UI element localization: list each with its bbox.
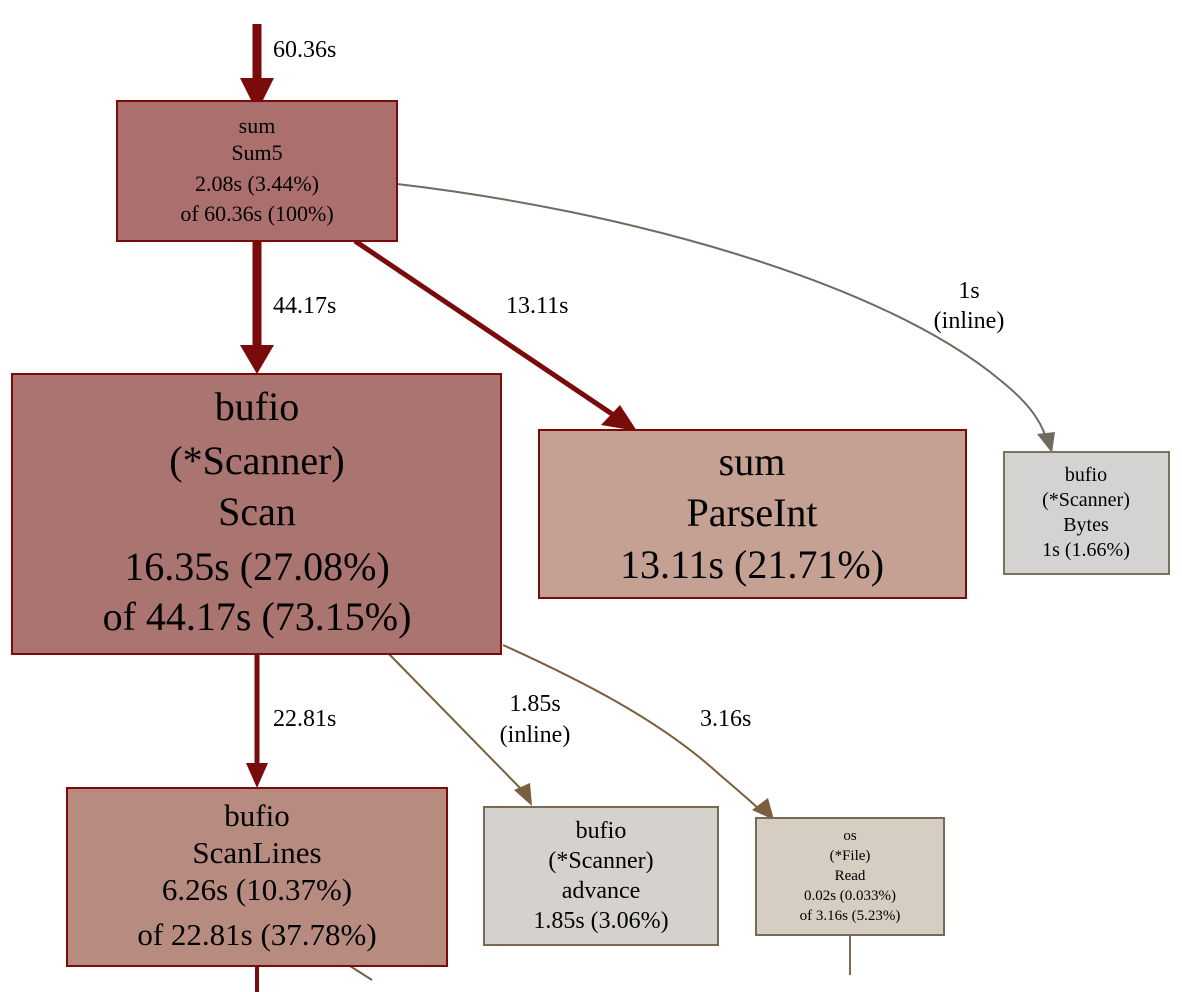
node-bufio-scanner-bytes[interactable]: bufio (*Scanner) Bytes 1s (1.66%) bbox=[1003, 451, 1170, 575]
node-line: Bytes bbox=[1063, 514, 1109, 536]
node-line: 1s (1.66%) bbox=[1042, 539, 1130, 561]
node-line: bufio bbox=[224, 798, 289, 833]
node-bufio-scanlines[interactable]: bufio ScanLines 6.26s (10.37%) of 22.81s… bbox=[66, 787, 448, 967]
node-line: bufio bbox=[215, 384, 299, 429]
node-bufio-scanner-advance[interactable]: bufio (*Scanner) advance 1.85s (3.06%) bbox=[483, 806, 719, 946]
node-line: Scan bbox=[218, 489, 296, 534]
node-line: ScanLines bbox=[192, 835, 321, 870]
node-sum-sum5[interactable]: sum Sum5 2.08s (3.44%) of 60.36s (100%) bbox=[116, 100, 398, 242]
node-line: Read bbox=[835, 868, 866, 884]
node-line: os bbox=[843, 828, 857, 844]
node-sum-parseint[interactable]: sum ParseInt 13.11s (21.71%) bbox=[538, 429, 967, 599]
node-line: of 44.17s (73.15%) bbox=[103, 594, 412, 639]
node-line: of 22.81s (37.78%) bbox=[137, 917, 376, 952]
node-line: of 60.36s (100%) bbox=[180, 201, 333, 226]
edge-label: (inline) bbox=[934, 308, 1005, 334]
edge-scanlines-out[interactable] bbox=[255, 965, 373, 992]
edge-label: 1.85s bbox=[509, 691, 560, 717]
node-line: sum bbox=[719, 439, 786, 484]
edge-sum5-scan[interactable]: 44.17s bbox=[240, 241, 336, 374]
node-line: 16.35s (27.08%) bbox=[124, 544, 390, 589]
node-line: Sum5 bbox=[231, 140, 282, 165]
node-line: (*File) bbox=[830, 848, 871, 864]
node-line: 2.08s (3.44%) bbox=[195, 171, 319, 196]
node-line: 0.02s (0.033%) bbox=[804, 888, 896, 904]
edge-label: 13.11s bbox=[506, 293, 568, 319]
node-line: bufio bbox=[576, 818, 627, 844]
node-bufio-scanner-scan[interactable]: bufio (*Scanner) Scan 16.35s (27.08%) of… bbox=[11, 373, 502, 655]
edge-label: 3.16s bbox=[700, 706, 751, 732]
node-os-file-read[interactable]: os (*File) Read 0.02s (0.033%) of 3.16s … bbox=[755, 817, 945, 936]
node-line: (*Scanner) bbox=[1042, 489, 1130, 511]
node-line: of 3.16s (5.23%) bbox=[800, 908, 901, 924]
edge-label: 22.81s bbox=[273, 706, 336, 732]
edge-label: 1s bbox=[958, 278, 979, 304]
edge-label: 44.17s bbox=[273, 293, 336, 319]
node-line: (*Scanner) bbox=[169, 438, 344, 483]
edge-label: (inline) bbox=[500, 722, 571, 748]
node-line: advance bbox=[562, 878, 641, 904]
node-line: 13.11s (21.71%) bbox=[620, 542, 884, 587]
node-line: 1.85s (3.06%) bbox=[533, 908, 668, 934]
node-line: sum bbox=[239, 113, 276, 138]
edge-sum5-bytes[interactable]: 1s (inline) bbox=[396, 183, 1055, 453]
edge-label: 60.36s bbox=[273, 37, 336, 63]
node-line: ParseInt bbox=[686, 490, 817, 535]
edge-sum5-parseint[interactable]: 13.11s bbox=[353, 238, 637, 431]
node-line: 6.26s (10.37%) bbox=[162, 872, 352, 907]
edge-scan-fileread[interactable]: 3.16s bbox=[502, 644, 774, 820]
edge-scan-scanlines[interactable]: 22.81s bbox=[246, 654, 336, 788]
node-line: bufio bbox=[1065, 464, 1107, 486]
edge-in-sum5[interactable]: 60.36s bbox=[240, 24, 336, 112]
node-line: (*Scanner) bbox=[548, 848, 653, 874]
edge-scan-advance[interactable]: 1.85s (inline) bbox=[388, 653, 571, 806]
